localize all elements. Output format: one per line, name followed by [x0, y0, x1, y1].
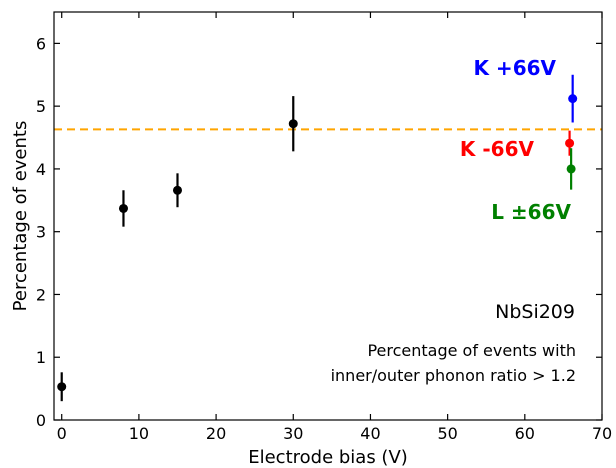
note-line-2: inner/outer phonon ratio > 1.2 — [331, 366, 576, 385]
x-axis-label: Electrode bias (V) — [248, 447, 408, 468]
data-point — [57, 382, 67, 392]
y-tick-label: 3 — [36, 223, 46, 242]
y-tick-label: 6 — [36, 34, 46, 53]
data-points — [57, 74, 578, 402]
axis-ticks: 0 10 20 30 40 50 60 70 0 1 2 3 4 5 6 — [36, 12, 612, 443]
x-tick-label: 0 — [57, 424, 67, 443]
x-tick-label: 10 — [129, 424, 149, 443]
data-point — [288, 119, 298, 129]
y-axis-label: Percentage of events — [10, 121, 31, 312]
x-tick-label: 70 — [592, 424, 612, 443]
plot-frame — [53, 11, 603, 421]
data-point — [568, 94, 578, 104]
y-tick-label: 4 — [36, 160, 46, 179]
x-tick-label: 50 — [437, 424, 457, 443]
data-point — [118, 203, 128, 213]
y-tick-label: 2 — [36, 285, 46, 304]
x-tick-label: 30 — [283, 424, 303, 443]
data-point — [172, 185, 182, 195]
y-tick-label: 1 — [36, 348, 46, 367]
x-tick-label: 20 — [206, 424, 226, 443]
x-tick-label: 40 — [360, 424, 380, 443]
x-tick-label: 60 — [515, 424, 535, 443]
data-point — [566, 164, 576, 174]
series-label-k-plus-66v: K +66V — [473, 56, 556, 80]
series-label-l-66v: L ±66V — [491, 200, 571, 224]
series-label-k-minus-66v: K -66V — [460, 137, 535, 161]
y-tick-label: 5 — [36, 97, 46, 116]
y-tick-label: 0 — [36, 411, 46, 430]
data-point — [565, 138, 575, 148]
detector-annotation: NbSi209 — [495, 301, 575, 323]
note-line-1: Percentage of events with — [367, 341, 576, 360]
